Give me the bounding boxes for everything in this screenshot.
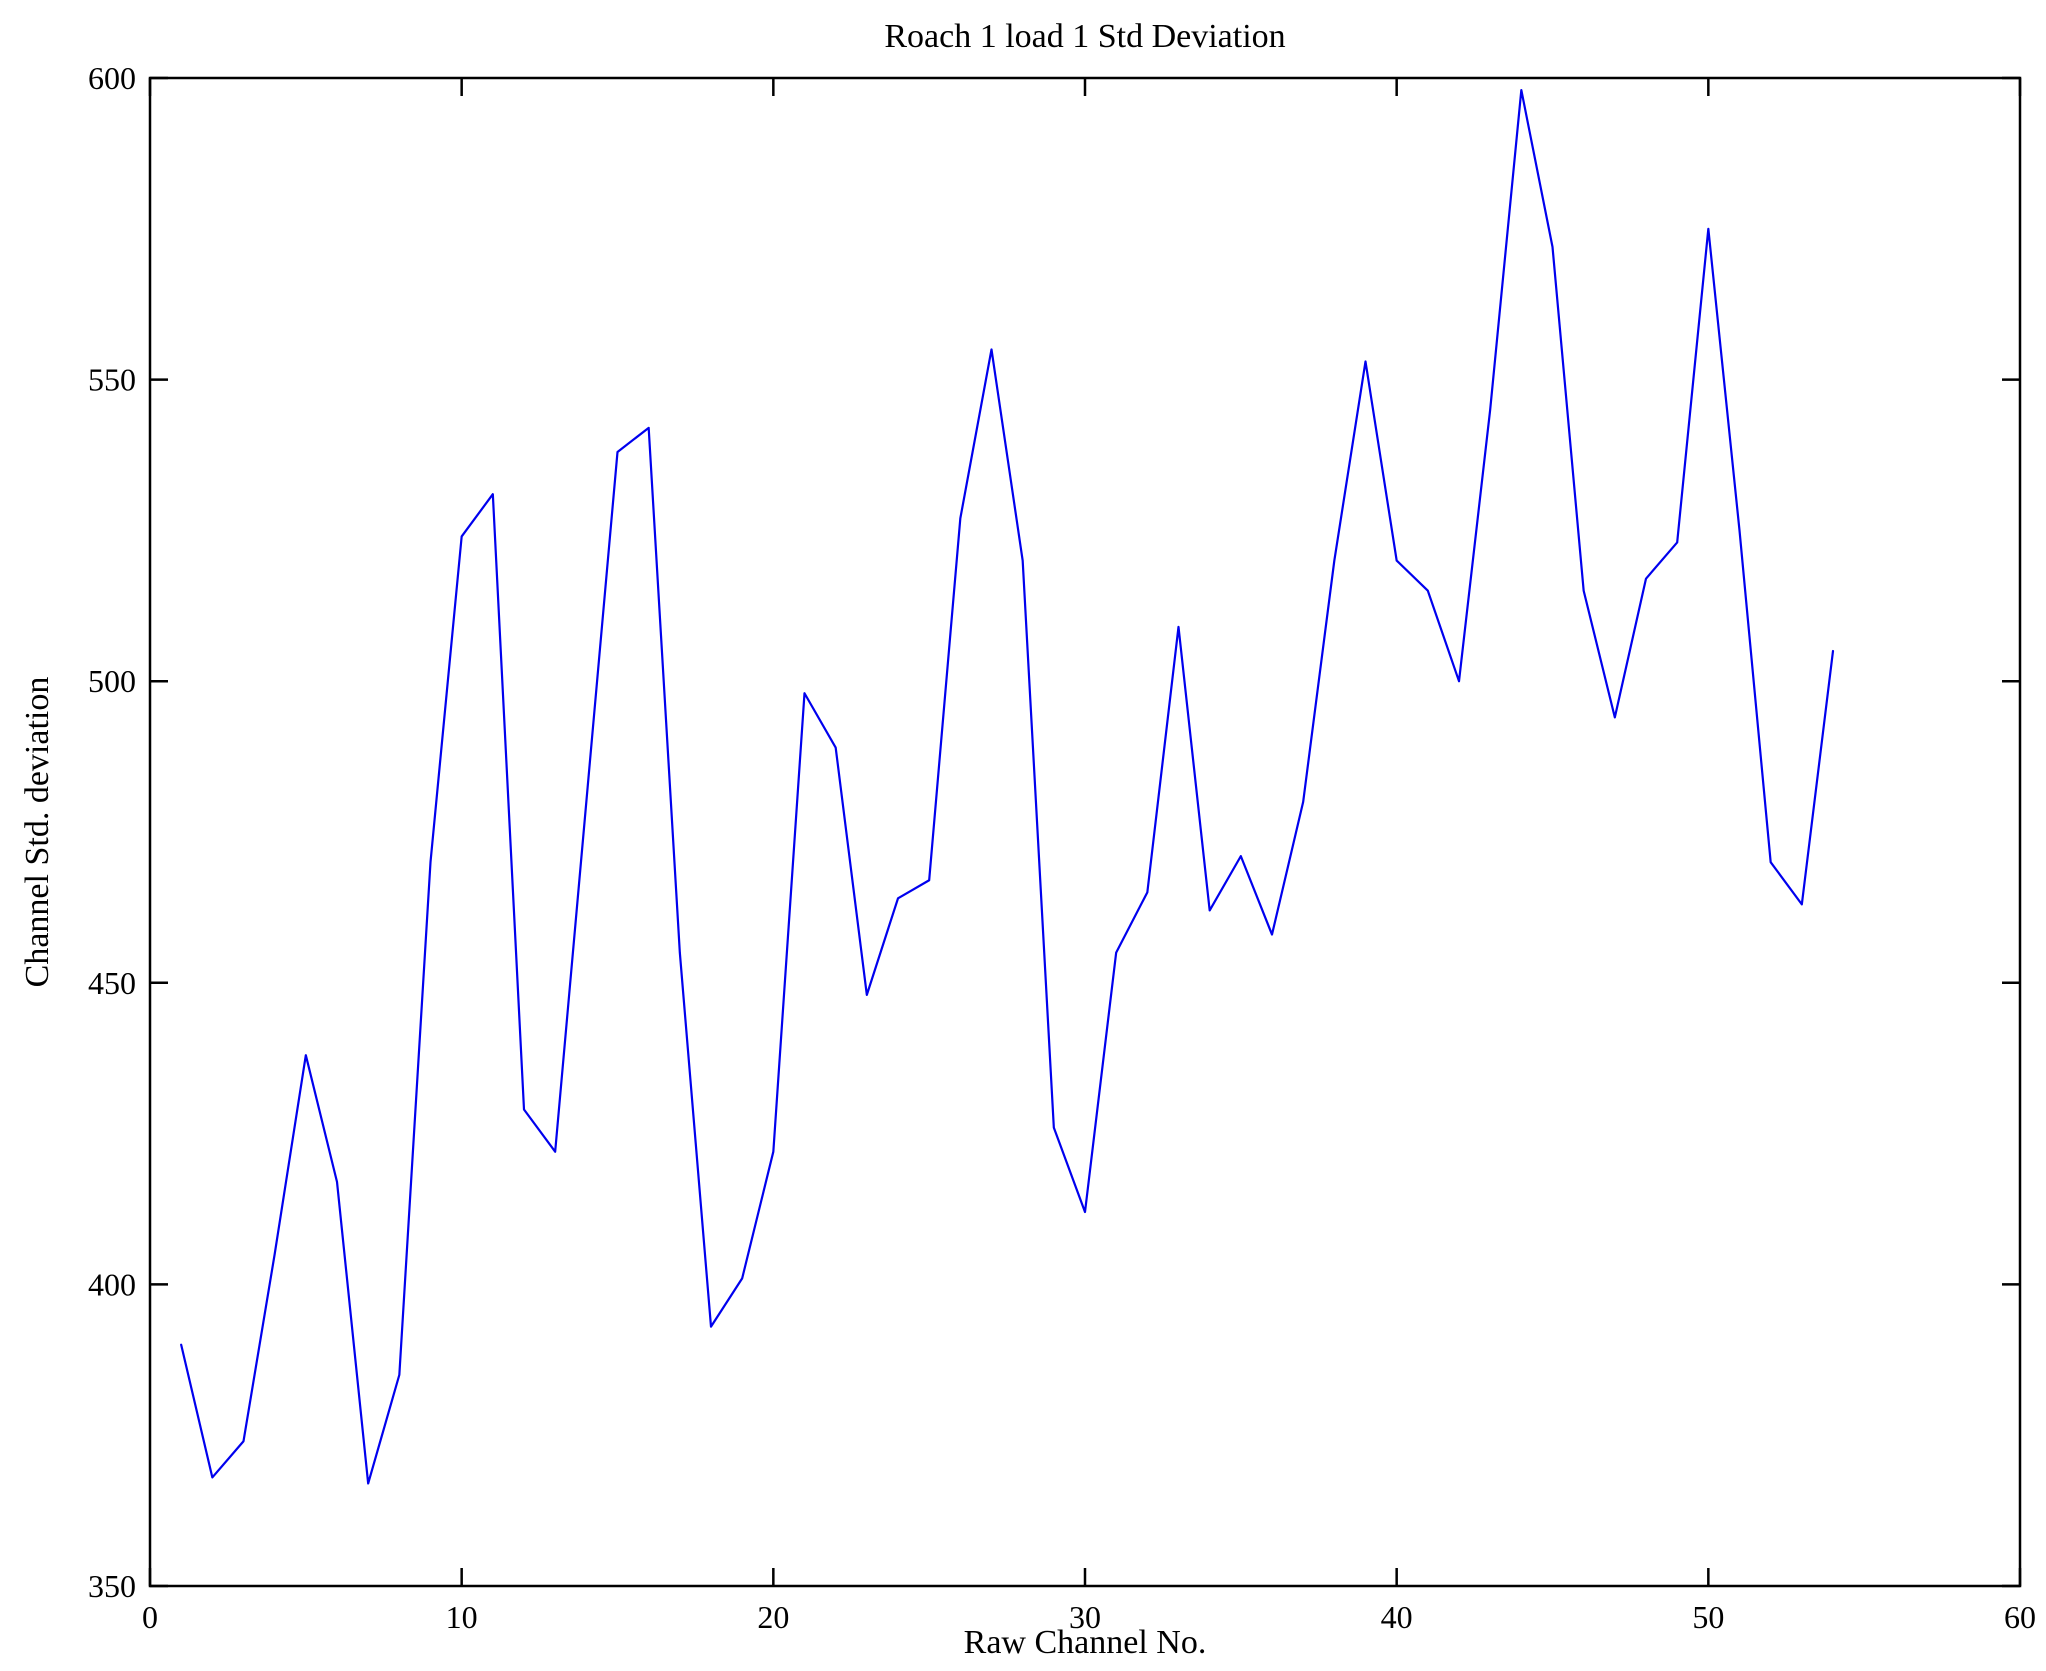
x-tick-label: 30: [1069, 1599, 1101, 1635]
y-tick-label: 600: [88, 60, 136, 96]
x-tick-label: 10: [446, 1599, 478, 1635]
x-tick-label: 20: [757, 1599, 789, 1635]
x-tick-label: 0: [142, 1599, 158, 1635]
plot-frame: [148, 76, 2022, 1588]
y-tick-label: 350: [88, 1568, 136, 1604]
y-axis-label: Channel Std. deviation: [19, 676, 56, 988]
y-tick-label: 450: [88, 965, 136, 1001]
x-axis-label: Raw Channel No.: [963, 1624, 1207, 1661]
y-tick-label: 500: [88, 663, 136, 699]
y-tick-label: 550: [88, 362, 136, 398]
x-tick-label: 40: [1381, 1599, 1413, 1635]
data-line: [180, 88, 1835, 1485]
x-tick-label: 60: [2004, 1599, 2036, 1635]
x-tick-label: 50: [1692, 1599, 1724, 1635]
y-tick-label: 400: [88, 1266, 136, 1302]
chart-title: Roach 1 load 1 Std Deviation: [884, 18, 1286, 55]
